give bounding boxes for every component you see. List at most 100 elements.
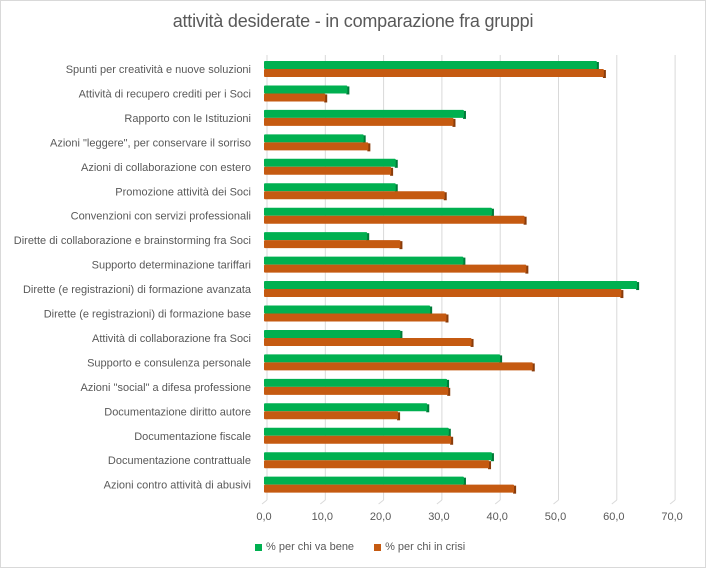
tick-mark <box>319 499 326 505</box>
bar-in-crisi <box>264 386 449 395</box>
bar-va-bene <box>264 109 464 118</box>
x-tick-label: 50,0 <box>545 511 566 523</box>
bar-in-crisi <box>264 215 525 224</box>
bar-side <box>399 330 403 339</box>
bar-side <box>602 70 606 78</box>
x-tick-label: 60,0 <box>603 511 624 523</box>
bar-in-crisi <box>264 460 490 469</box>
bar-in-crisi <box>264 289 622 298</box>
bar-in-crisi <box>264 93 326 102</box>
category-label: Azioni di collaborazione con estero <box>81 162 251 174</box>
bar-side <box>490 208 494 217</box>
x-tick-label: 30,0 <box>428 511 449 523</box>
bar-va-bene <box>264 305 431 314</box>
bar-in-crisi <box>264 117 454 126</box>
bar-side <box>426 404 430 413</box>
bar-va-bene <box>264 85 348 94</box>
gridlines <box>261 55 676 505</box>
bar-va-bene <box>264 476 464 485</box>
bar-side <box>523 216 527 225</box>
bar-in-crisi <box>264 142 369 151</box>
category-label: Rapporto con le Istituzioni <box>124 113 251 125</box>
bar-va-bene <box>264 281 638 290</box>
bar-side <box>367 143 371 152</box>
bar-va-bene <box>264 207 492 216</box>
bar-in-crisi <box>264 191 445 200</box>
category-label: Azioni contro attività di abusivi <box>104 480 251 492</box>
category-label: Supporto e consulenza personale <box>87 357 251 369</box>
bar-va-bene <box>264 452 492 461</box>
bar-side <box>429 306 433 315</box>
legend-swatch-orange <box>374 543 382 551</box>
x-tick-label: 0,0 <box>256 511 271 523</box>
tick-mark <box>669 499 676 505</box>
bar-in-crisi <box>264 362 533 371</box>
bar-va-bene <box>264 158 396 167</box>
category-label: Supporto determinazione tariffari <box>92 260 251 272</box>
bar-in-crisi <box>264 313 447 322</box>
bar-side <box>443 192 447 201</box>
bar-side <box>595 62 599 70</box>
category-label: Azioni "social" a difesa professione <box>81 382 251 394</box>
chart-title: attività desiderate - in comparazione fr… <box>172 11 534 31</box>
bar-side <box>462 477 466 486</box>
legend-item-in-crisi[interactable]: % per chi in crisi <box>374 541 465 553</box>
bar-side <box>445 314 449 323</box>
bar-va-bene <box>264 183 396 192</box>
bar-in-crisi <box>264 240 401 249</box>
bar-side <box>488 461 492 470</box>
bar-side <box>490 453 494 462</box>
bar-side <box>531 363 535 372</box>
bar-side <box>397 412 401 421</box>
bars <box>264 61 640 494</box>
tick-mark <box>261 499 268 505</box>
x-tick-label: 70,0 <box>661 511 682 523</box>
bar-in-crisi <box>264 69 604 77</box>
bar-va-bene <box>264 256 464 265</box>
bar-side <box>446 379 450 388</box>
bar-side <box>399 241 403 250</box>
bar-side <box>394 184 398 193</box>
category-label: Azioni "leggere", per conservare il sorr… <box>50 137 251 149</box>
tick-mark <box>611 499 618 505</box>
legend-label: % per chi va bene <box>266 541 355 553</box>
bar-side <box>462 257 466 266</box>
category-labels: Spunti per creatività e nuove soluzioni A… <box>14 64 252 492</box>
bar-side <box>499 355 503 364</box>
bar-side <box>394 159 398 168</box>
bar-side <box>346 86 350 95</box>
bar-in-crisi <box>264 435 452 444</box>
bar-side <box>447 428 451 437</box>
category-label: Dirette di collaborazione e brainstormin… <box>14 235 251 247</box>
bar-side <box>450 436 454 445</box>
category-label: Convenzioni con servizi professionali <box>71 211 251 223</box>
legend-item-va-bene[interactable]: % per chi va bene <box>255 541 354 553</box>
bar-side <box>324 94 328 103</box>
category-label: Spunti per creatività e nuove soluzioni <box>66 64 251 76</box>
bar-side <box>620 290 624 299</box>
bar-side <box>470 338 474 347</box>
bar-va-bene <box>264 329 401 338</box>
x-tick-labels: 0,0 10,0 20,0 30,0 40,0 50,0 60,0 70,0 <box>256 511 682 523</box>
bar-side <box>513 485 517 494</box>
bar-va-bene <box>264 232 368 241</box>
bar-side <box>636 282 640 291</box>
category-label: Dirette (e registrazioni) di formazione … <box>23 284 252 296</box>
category-label: Documentazione fiscale <box>134 431 251 443</box>
x-tick-label: 20,0 <box>370 511 391 523</box>
legend: % per chi va bene % per chi in crisi <box>255 541 465 553</box>
bar-side <box>447 387 451 396</box>
x-tick-label: 10,0 <box>312 511 333 523</box>
x-tick-label: 40,0 <box>486 511 507 523</box>
category-label: Dirette (e registrazioni) di formazione … <box>44 309 251 321</box>
legend-label: % per chi in crisi <box>385 541 466 553</box>
bar-side <box>390 167 394 176</box>
tick-mark <box>378 499 384 505</box>
bar-in-crisi <box>264 264 527 273</box>
bar-side <box>366 233 370 242</box>
bar-va-bene <box>264 61 597 69</box>
tick-mark <box>494 499 501 505</box>
bar-in-crisi <box>264 411 399 420</box>
bar-side <box>452 118 456 127</box>
